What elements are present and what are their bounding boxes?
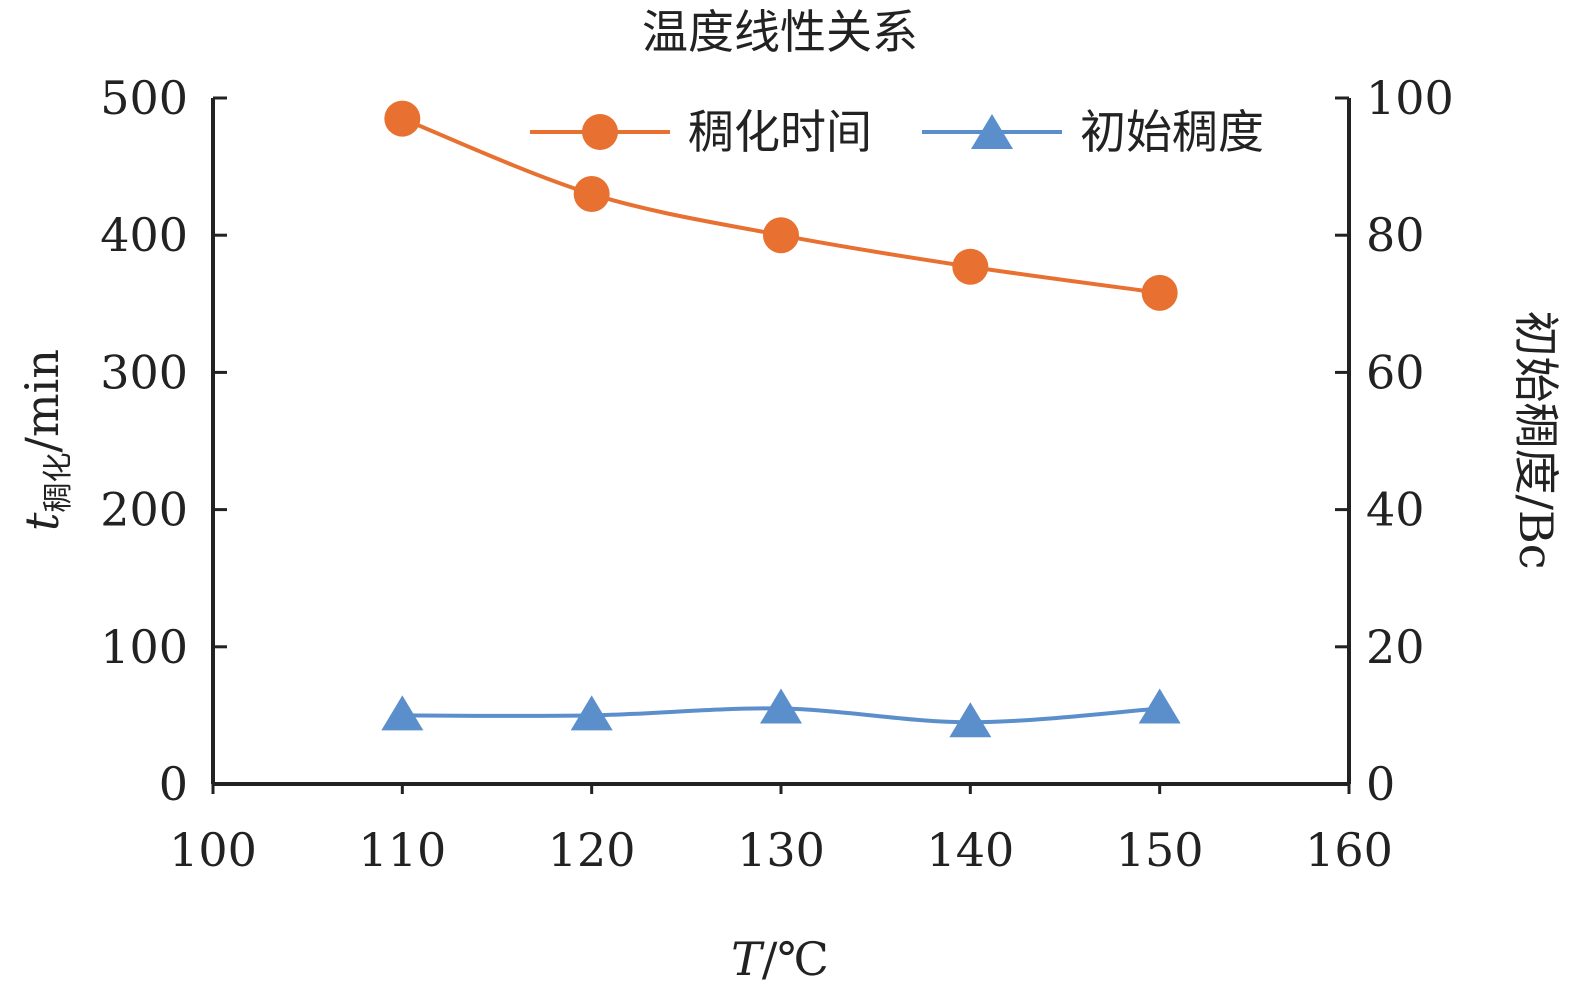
legend-label: 初始稠度: [1080, 105, 1264, 159]
series-layer: [381, 100, 1181, 738]
data-point-triangle: [381, 695, 424, 731]
data-point-circle: [763, 217, 799, 254]
x-tick-label: 140: [926, 823, 1014, 877]
x-tick-label: 120: [548, 823, 636, 877]
y-left-tick-label: 0: [159, 757, 188, 811]
y-right-tick-label: 0: [1366, 757, 1395, 811]
x-axis-ticks: 100 110 120 130 140 150 160: [169, 784, 1393, 877]
y-right-axis-title: 初始稠度/Bc: [1509, 310, 1563, 569]
data-point-circle: [1141, 274, 1178, 311]
x-tick-label: 100: [169, 823, 257, 877]
y-right-tick-label: 60: [1366, 345, 1425, 399]
legend: 稠化时间 初始稠度: [530, 105, 1264, 159]
y-left-tick-label: 300: [100, 345, 188, 399]
y-right-tick-label: 80: [1366, 208, 1425, 262]
y-left-tick-label: 100: [100, 620, 188, 674]
data-point-triangle: [760, 688, 802, 724]
y-left-axis-title-var: t: [15, 512, 69, 531]
y-left-axis-ticks: 0 100 200 300 400 500: [100, 71, 227, 811]
data-point-circle: [573, 176, 610, 213]
y-left-axis-title-unit: /min: [15, 349, 69, 452]
y-right-tick-label: 20: [1366, 620, 1425, 674]
data-point-circle: [952, 248, 989, 285]
data-point-circle: [384, 100, 421, 137]
x-tick-label: 110: [358, 823, 446, 877]
legend-marker-triangle: [971, 114, 1013, 149]
y-left-axis-title-sub: 稠化: [41, 452, 76, 512]
x-tick-label: 150: [1116, 823, 1204, 877]
y-left-tick-label: 500: [100, 71, 188, 125]
y-right-tick-label: 100: [1366, 71, 1454, 125]
y-left-tick-label: 400: [100, 208, 188, 262]
data-point-triangle: [1138, 688, 1181, 724]
y-right-axis-ticks: 0 20 40 60 80 100: [1335, 71, 1454, 811]
legend-marker-circle: [582, 114, 618, 150]
x-axis-title: T/℃: [731, 932, 829, 986]
x-tick-label: 130: [737, 823, 825, 877]
y-left-tick-label: 200: [100, 483, 188, 537]
data-point-triangle: [570, 695, 613, 731]
chart-title: 温度线性关系: [642, 5, 918, 59]
x-axis-title-var: T: [731, 932, 765, 986]
y-left-axis-title: t稠化/min: [15, 349, 76, 531]
y-right-tick-label: 40: [1366, 483, 1425, 537]
x-axis-title-unit: /℃: [762, 932, 829, 986]
x-tick-label: 160: [1305, 823, 1393, 877]
data-point-triangle: [949, 702, 992, 738]
legend-label: 稠化时间: [688, 105, 872, 159]
